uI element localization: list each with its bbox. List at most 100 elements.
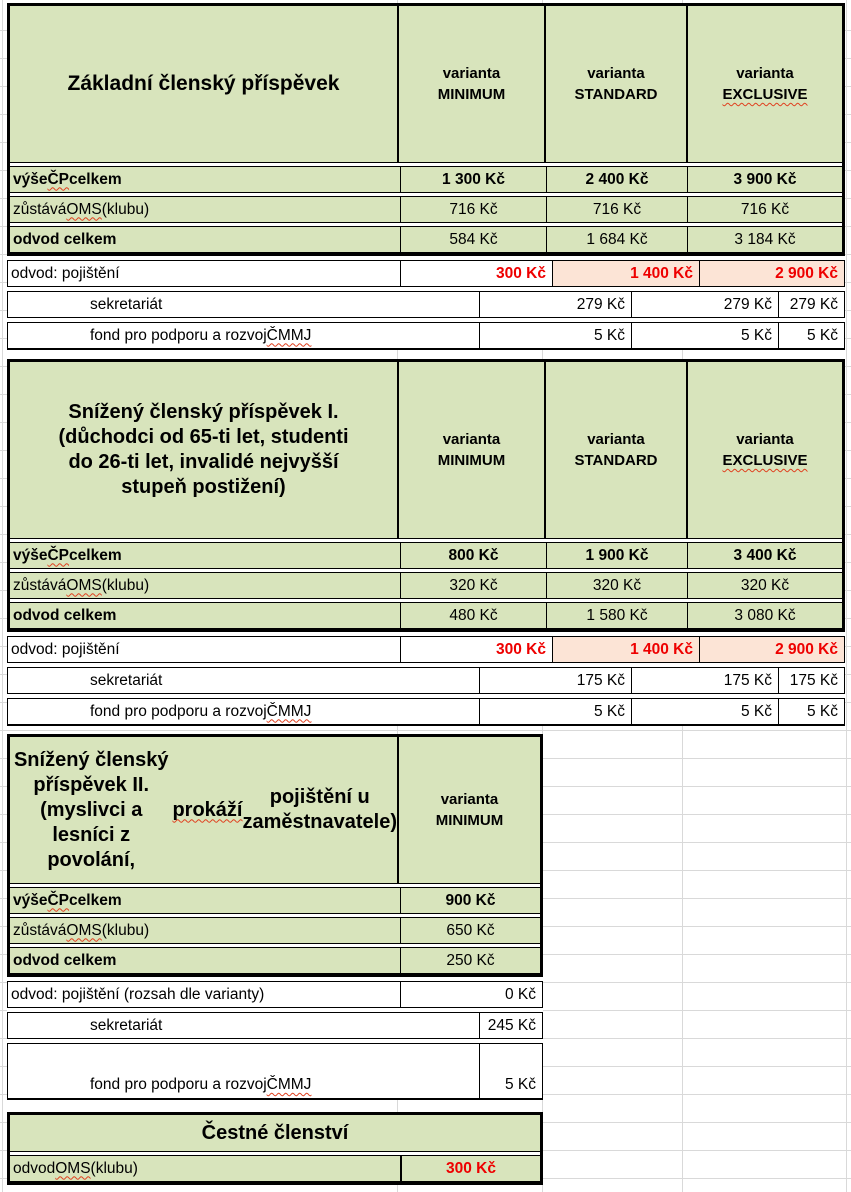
cell-value: 900 Kč	[400, 888, 540, 913]
table-reduced-fee-1: Snížený členský příspěvek I. (důchodci o…	[7, 359, 845, 726]
row-label: zůstává OMS (klubu)	[10, 918, 400, 943]
column-header-line1: varianta	[440, 791, 499, 808]
row-label: zůstává OMS (klubu)	[10, 197, 400, 222]
table-honorary-membership: Čestné členství odvod OMS (klubu) 300 Kč	[7, 1112, 543, 1185]
cell-value: 175 Kč	[778, 668, 844, 693]
text: výše	[13, 546, 48, 564]
misspelled-word: OMS	[66, 200, 102, 218]
fee-table-green-section: Snížený členský příspěvek I. (důchodci o…	[7, 359, 845, 632]
column-header-line1: varianta	[442, 65, 501, 82]
cell-value: 300 Kč	[400, 261, 552, 286]
text: Čestné členství	[201, 1121, 349, 1144]
cell-value: 1 900 Kč	[546, 543, 687, 568]
table-row: sekretariát 245 Kč	[7, 1012, 543, 1039]
misspelled-word: OMS	[66, 921, 102, 939]
column-header-line2: STANDARD	[574, 452, 658, 469]
honorary-green-section: Čestné členství odvod OMS (klubu) 300 Kč	[7, 1112, 543, 1185]
cell-value: 245 Kč	[479, 1013, 542, 1038]
table-row: zůstává OMS (klubu) 716 Kč 716 Kč 716 Kč	[10, 196, 842, 223]
text: odvod: pojištění	[11, 640, 120, 658]
text: odvod celkem	[13, 606, 117, 624]
text: výše	[13, 891, 48, 909]
cell-value: 279 Kč	[778, 292, 844, 317]
table-title: Čestné členství	[10, 1115, 540, 1151]
table-row: odvod OMS (klubu) 300 Kč	[10, 1155, 540, 1182]
table-title: Snížený členský příspěvek I. (důchodci o…	[10, 362, 397, 538]
cell-value: 2 900 Kč	[699, 261, 844, 286]
text: fond pro podporu a rozvoj	[90, 1076, 267, 1093]
misspelled-word: OMS	[55, 1159, 91, 1177]
table-row: odvod: pojištění (rozsah dle varianty) 0 …	[7, 981, 543, 1008]
cell-value: 5 Kč	[631, 699, 778, 724]
text: (klubu)	[101, 576, 150, 594]
column-header-line2: MINIMUM	[437, 452, 506, 469]
cell-value: 800 Kč	[400, 543, 546, 568]
table-header-row: Snížený členský příspěvek II. (myslivci …	[10, 737, 540, 884]
misspelled-word: ČP	[47, 170, 70, 188]
cell-value: 1 300 Kč	[400, 167, 546, 192]
table-row: sekretariát 175 Kč 175 Kč 175 Kč	[7, 667, 845, 694]
cell-value: 3 080 Kč	[687, 603, 842, 628]
table-row: fond pro podporu a rozvoj ČMMJ 5 Kč 5 Kč 5 …	[7, 322, 845, 350]
row-label: odvod OMS (klubu)	[10, 1156, 400, 1181]
cell-value: 1 400 Kč	[552, 637, 699, 662]
column-header-exclusive: varianta EXCLUSIVE	[686, 362, 842, 538]
table-row: výše ČP celkem 1 300 Kč 2 400 Kč 3 900 Kč	[10, 166, 842, 193]
row-label: sekretariát	[8, 668, 479, 693]
text: sekretariát	[90, 295, 163, 313]
cell-value: 1 684 Kč	[546, 227, 687, 252]
column-header-line2: STANDARD	[574, 86, 658, 103]
cell-value: 3 400 Kč	[687, 543, 842, 568]
table-row: odvod celkem 250 Kč	[10, 947, 540, 974]
column-header-line1: varianta	[736, 431, 794, 448]
column-header-line1: varianta	[587, 431, 645, 448]
cell-value: 3 900 Kč	[687, 167, 842, 192]
table-reduced-fee-2: Snížený členský příspěvek II. (myslivci …	[7, 734, 543, 1100]
text: (klubu)	[101, 921, 150, 939]
text: fond pro podporu a rozvoj	[90, 326, 267, 344]
cell-value: 716 Kč	[546, 197, 687, 222]
row-label: odvod: pojištění (rozsah dle varianty)	[8, 982, 400, 1007]
table-row: sekretariát 279 Kč 279 Kč 279 Kč	[7, 291, 845, 318]
text: výše	[13, 170, 48, 188]
table-title: Snížený členský příspěvek II. (myslivci …	[10, 737, 397, 883]
cell-value: 250 Kč	[400, 948, 540, 973]
misspelled-word: ČMMJ	[266, 326, 312, 344]
cell-value: 175 Kč	[631, 668, 778, 693]
cell-value: 320 Kč	[687, 573, 842, 598]
text: (klubu)	[101, 200, 150, 218]
text: odvod celkem	[13, 230, 117, 248]
misspelled-word: prokáží	[172, 798, 243, 821]
text: Snížený členský příspěvek II. (myslivci …	[13, 748, 169, 871]
column-header-line2: MINIMUM	[435, 812, 504, 829]
text: pojištění u zaměstnavatele)	[242, 786, 397, 833]
cell-value: 716 Kč	[400, 197, 546, 222]
text: celkem	[69, 891, 122, 909]
column-header-minimum: varianta MINIMUM	[397, 737, 540, 883]
cell-value: 300 Kč	[400, 637, 552, 662]
text: odvod: pojištění (rozsah dle varianty)	[11, 985, 265, 1003]
row-label: odvod celkem	[10, 948, 400, 973]
misspelled-word: ČP	[47, 891, 70, 909]
row-label: fond pro podporu a rozvoj ČMMJ	[8, 699, 479, 724]
column-header-line2: EXCLUSIVE	[722, 452, 808, 469]
cell-value: 279 Kč	[631, 292, 778, 317]
text: zůstává	[13, 576, 67, 594]
cell-value: 1 580 Kč	[546, 603, 687, 628]
table-row: odvod celkem 584 Kč 1 684 Kč 3 184 Kč	[10, 226, 842, 253]
cell-value: 0 Kč	[400, 982, 542, 1007]
column-header-standard: varianta STANDARD	[544, 6, 686, 162]
table-row: odvod celkem 480 Kč 1 580 Kč 3 080 Kč	[10, 602, 842, 629]
cell-value: 300 Kč	[400, 1156, 540, 1181]
cell-value: 480 Kč	[400, 603, 546, 628]
cell-value: 320 Kč	[546, 573, 687, 598]
table-row: fond pro podporu a rozvoj ČMMJ 5 Kč 5 Kč 5 …	[7, 698, 845, 726]
text: Základní členský příspěvek	[67, 71, 340, 95]
column-header-line2: EXCLUSIVE	[722, 86, 808, 103]
column-header-minimum: varianta MINIMUM	[397, 362, 544, 538]
row-label: odvod: pojištění	[8, 637, 400, 662]
misspelled-word: OMS	[66, 576, 102, 594]
cell-value: 3 184 Kč	[687, 227, 842, 252]
row-label: odvod celkem	[10, 227, 400, 252]
table-row: odvod: pojištění 300 Kč 1 400 Kč 2 900 Kč	[7, 636, 845, 663]
